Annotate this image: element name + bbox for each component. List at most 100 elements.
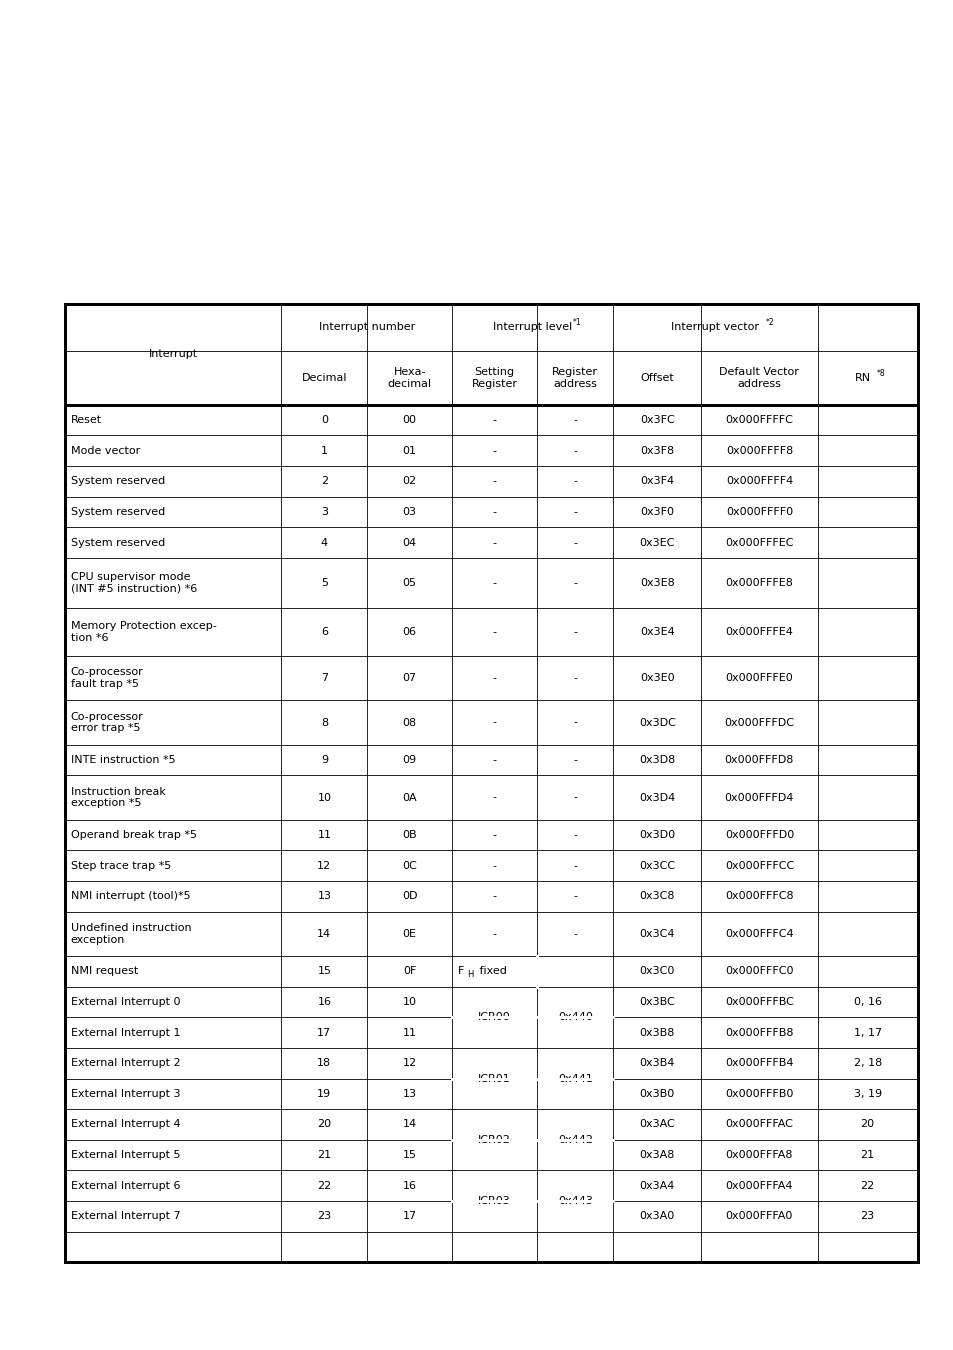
Text: 0x000FFFC4: 0x000FFFC4 bbox=[724, 929, 793, 938]
Text: 0x000FFFB0: 0x000FFFB0 bbox=[724, 1089, 793, 1099]
Text: -: - bbox=[573, 674, 577, 683]
Text: 0x3B4: 0x3B4 bbox=[639, 1058, 675, 1068]
Text: -: - bbox=[492, 891, 497, 902]
Text: 0x000FFFE0: 0x000FFFE0 bbox=[724, 674, 793, 683]
Text: System reserved: System reserved bbox=[71, 537, 165, 548]
Text: 12: 12 bbox=[317, 861, 331, 871]
Text: 0x442: 0x442 bbox=[558, 1135, 592, 1145]
Text: -: - bbox=[573, 628, 577, 637]
Text: 21: 21 bbox=[860, 1150, 874, 1160]
Text: -: - bbox=[573, 830, 577, 840]
Text: 0x441: 0x441 bbox=[558, 1073, 592, 1084]
Text: 06: 06 bbox=[402, 628, 416, 637]
Text: Operand break trap *5: Operand break trap *5 bbox=[71, 830, 196, 840]
Text: 0x000FFFA4: 0x000FFFA4 bbox=[725, 1181, 792, 1191]
Text: -: - bbox=[492, 508, 497, 517]
Text: Memory Protection excep-
tion *6: Memory Protection excep- tion *6 bbox=[71, 621, 216, 643]
Text: 0x000FFFE8: 0x000FFFE8 bbox=[724, 578, 793, 589]
Text: 00: 00 bbox=[402, 414, 416, 425]
Text: 14: 14 bbox=[317, 929, 331, 938]
Text: 2, 18: 2, 18 bbox=[853, 1058, 881, 1068]
Text: -: - bbox=[492, 446, 497, 456]
Text: External Interrupt 0: External Interrupt 0 bbox=[71, 996, 180, 1007]
Text: System reserved: System reserved bbox=[71, 477, 165, 486]
Text: -: - bbox=[492, 830, 497, 840]
Text: 4: 4 bbox=[320, 537, 328, 548]
Text: 0x3CC: 0x3CC bbox=[639, 861, 675, 871]
Text: -: - bbox=[573, 578, 577, 589]
Text: External Interrupt 2: External Interrupt 2 bbox=[71, 1058, 180, 1068]
Text: 0x000FFFC8: 0x000FFFC8 bbox=[724, 891, 793, 902]
Text: -: - bbox=[492, 628, 497, 637]
Text: 10: 10 bbox=[402, 996, 416, 1007]
Text: 14: 14 bbox=[402, 1119, 416, 1130]
Text: 8: 8 bbox=[320, 717, 328, 728]
Text: 02: 02 bbox=[402, 477, 416, 486]
Text: 0x000FFFA0: 0x000FFFA0 bbox=[725, 1211, 792, 1222]
Text: Mode vector: Mode vector bbox=[71, 446, 140, 456]
Text: 6: 6 bbox=[320, 628, 328, 637]
Text: 0x3E8: 0x3E8 bbox=[639, 578, 674, 589]
Text: External Interrupt 3: External Interrupt 3 bbox=[71, 1089, 180, 1099]
Text: 0x3FC: 0x3FC bbox=[639, 414, 674, 425]
Text: 04: 04 bbox=[402, 537, 416, 548]
Text: -: - bbox=[492, 578, 497, 589]
Text: Decimal: Decimal bbox=[301, 373, 347, 383]
Text: 20: 20 bbox=[317, 1119, 331, 1130]
Text: 17: 17 bbox=[402, 1211, 416, 1222]
Text: 0C: 0C bbox=[402, 861, 416, 871]
Text: 0x000FFFD4: 0x000FFFD4 bbox=[724, 792, 793, 802]
Text: Interrupt: Interrupt bbox=[149, 350, 197, 359]
Text: Interrupt number: Interrupt number bbox=[318, 323, 415, 332]
Text: Hexa-
decimal: Hexa- decimal bbox=[387, 367, 432, 389]
Text: 0F: 0F bbox=[402, 967, 416, 976]
Text: Interrupt level: Interrupt level bbox=[493, 323, 572, 332]
Text: 0x000FFFD0: 0x000FFFD0 bbox=[724, 830, 793, 840]
Text: 0x3C0: 0x3C0 bbox=[639, 967, 675, 976]
Text: 19: 19 bbox=[317, 1089, 331, 1099]
Text: 0A: 0A bbox=[402, 792, 416, 802]
Text: ICR02: ICR02 bbox=[477, 1135, 511, 1145]
Text: 0x000FFFF8: 0x000FFFF8 bbox=[725, 446, 792, 456]
Text: 11: 11 bbox=[402, 1027, 416, 1038]
Text: Reset: Reset bbox=[71, 414, 102, 425]
Text: 0x3D0: 0x3D0 bbox=[639, 830, 675, 840]
Text: 15: 15 bbox=[317, 967, 331, 976]
Text: 13: 13 bbox=[402, 1089, 416, 1099]
Text: 7: 7 bbox=[320, 674, 328, 683]
Text: -: - bbox=[492, 792, 497, 802]
Text: *2: *2 bbox=[765, 319, 774, 328]
Text: 05: 05 bbox=[402, 578, 416, 589]
Text: 0x3D4: 0x3D4 bbox=[639, 792, 675, 802]
Text: -: - bbox=[573, 929, 577, 938]
Text: ICR03: ICR03 bbox=[477, 1196, 511, 1206]
Text: 0x3F0: 0x3F0 bbox=[639, 508, 674, 517]
Text: External Interrupt 6: External Interrupt 6 bbox=[71, 1181, 180, 1191]
Text: 1, 17: 1, 17 bbox=[853, 1027, 881, 1038]
Text: Default Vector
address: Default Vector address bbox=[719, 367, 799, 389]
Text: 0x000FFFBC: 0x000FFFBC bbox=[724, 996, 793, 1007]
Text: 0x000FFFEC: 0x000FFFEC bbox=[724, 537, 793, 548]
Text: 0x000FFFCC: 0x000FFFCC bbox=[724, 861, 793, 871]
Text: 1: 1 bbox=[320, 446, 328, 456]
Text: *1: *1 bbox=[572, 319, 581, 328]
Text: -: - bbox=[573, 446, 577, 456]
Text: 0x440: 0x440 bbox=[558, 1012, 592, 1022]
Text: -: - bbox=[573, 508, 577, 517]
Text: -: - bbox=[492, 477, 497, 486]
Text: 18: 18 bbox=[317, 1058, 331, 1068]
Text: 0x3BC: 0x3BC bbox=[639, 996, 675, 1007]
Text: RN: RN bbox=[854, 373, 870, 383]
Text: Step trace trap *5: Step trace trap *5 bbox=[71, 861, 171, 871]
Text: 0x3E0: 0x3E0 bbox=[639, 674, 674, 683]
Text: 10: 10 bbox=[317, 792, 331, 802]
Text: 0x000FFFAC: 0x000FFFAC bbox=[724, 1119, 793, 1130]
Text: 0x3E4: 0x3E4 bbox=[639, 628, 674, 637]
Text: 0x3F8: 0x3F8 bbox=[639, 446, 674, 456]
Text: 17: 17 bbox=[317, 1027, 331, 1038]
Text: 0x3D8: 0x3D8 bbox=[639, 755, 675, 765]
Text: 0x000FFFE4: 0x000FFFE4 bbox=[724, 628, 793, 637]
Text: 0, 16: 0, 16 bbox=[853, 996, 881, 1007]
Text: -: - bbox=[573, 792, 577, 802]
Text: 15: 15 bbox=[402, 1150, 416, 1160]
